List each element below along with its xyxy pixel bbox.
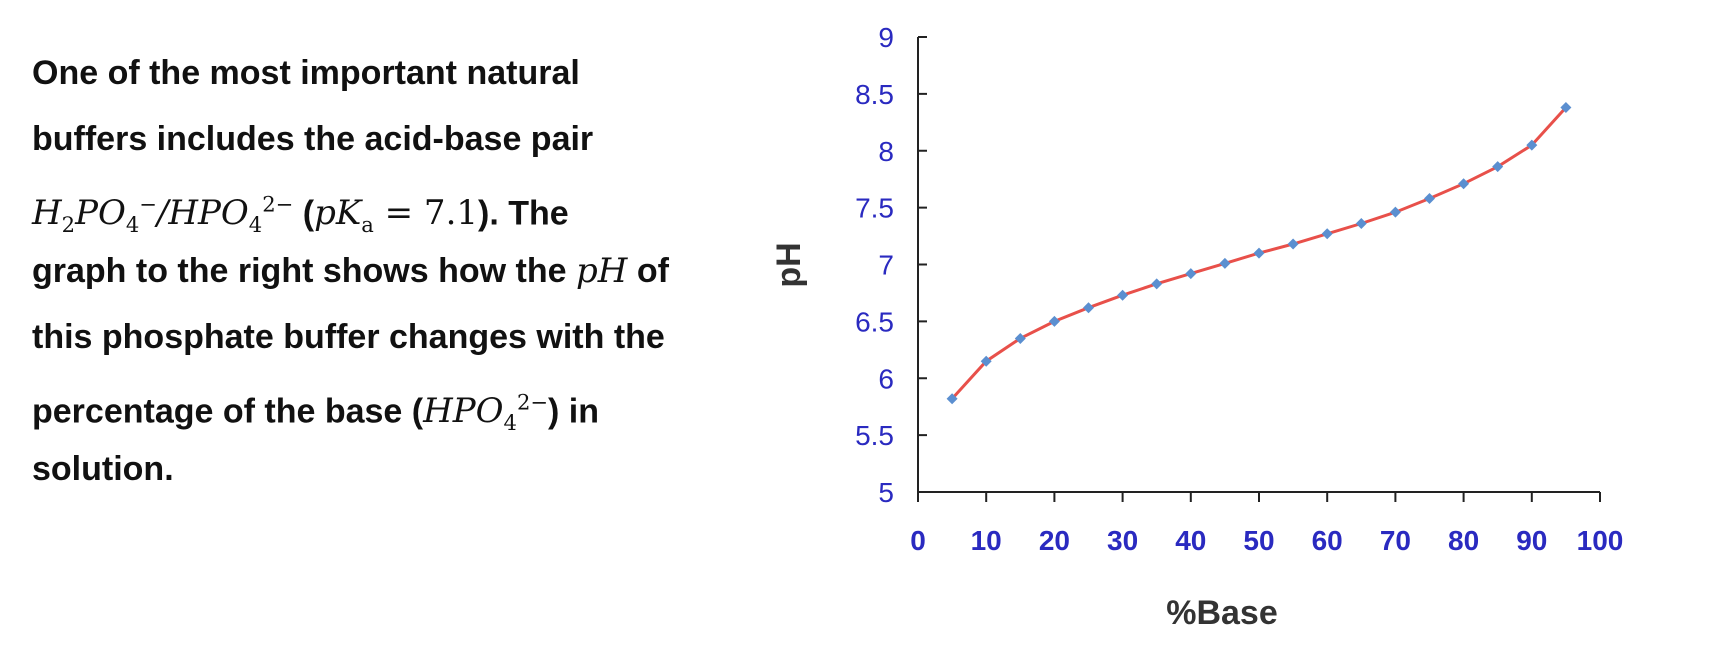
x-tick-label: 100 bbox=[1577, 525, 1624, 556]
description-line-5: this phosphate buffer changes with the bbox=[32, 318, 665, 356]
y-tick-label: 9 bbox=[878, 22, 894, 53]
x-tick-label: 10 bbox=[971, 525, 1002, 556]
x-tick-label: 0 bbox=[910, 525, 926, 556]
y-tick-label: 8 bbox=[878, 136, 894, 167]
x-tick-label: 80 bbox=[1448, 525, 1479, 556]
data-point-marker bbox=[1458, 178, 1470, 190]
y-axis-title: pH bbox=[770, 242, 808, 287]
data-point-marker bbox=[1492, 161, 1504, 173]
data-point-marker bbox=[1185, 268, 1197, 280]
description-line-6-after: ) in bbox=[548, 392, 599, 431]
y-tick-label: 7 bbox=[878, 250, 894, 281]
series-markers bbox=[946, 102, 1572, 405]
y-tick-labels: 5 5.5 6 6.5 7 7.5 8 8.5 9 bbox=[855, 22, 894, 508]
x-tick-labels: 0 10 20 30 40 50 60 70 80 90 100 bbox=[910, 525, 1623, 556]
x-axis-title: %Base bbox=[1166, 594, 1278, 632]
y-tick-label: 6 bbox=[878, 363, 894, 394]
data-point-marker bbox=[1083, 302, 1094, 314]
description-line-4: graph to the right shows how the pH of bbox=[32, 242, 732, 308]
x-tick-label: 20 bbox=[1039, 525, 1070, 556]
pka-formula: pKa = 7.1 bbox=[314, 193, 479, 238]
data-point-marker bbox=[1526, 139, 1538, 151]
data-point-marker bbox=[1048, 315, 1060, 327]
x-tick-label: 50 bbox=[1243, 525, 1274, 556]
data-point-marker bbox=[946, 393, 958, 405]
y-tick-label: 6.5 bbox=[855, 306, 894, 337]
y-tick-label: 7.5 bbox=[855, 193, 894, 224]
description-line-3-after: ). The bbox=[478, 194, 569, 233]
data-point-marker bbox=[1424, 193, 1435, 205]
description-line-6-before: percentage of the base ( bbox=[32, 392, 424, 431]
data-point-marker bbox=[1321, 228, 1333, 240]
data-point-marker bbox=[1151, 278, 1163, 290]
data-point-marker bbox=[1253, 247, 1265, 259]
x-tick-label: 30 bbox=[1107, 525, 1138, 556]
y-tick-label: 5.5 bbox=[855, 420, 894, 451]
description-line-4-after: of bbox=[627, 252, 669, 290]
y-tick-label: 5 bbox=[878, 477, 894, 508]
base-formula: HPO42− bbox=[423, 390, 549, 436]
data-point-marker bbox=[1014, 332, 1026, 344]
x-tick-label: 60 bbox=[1312, 525, 1343, 556]
acid-base-pair-formula: H2PO4−/HPO42− bbox=[32, 192, 294, 238]
data-point-marker bbox=[1389, 206, 1401, 218]
y-tick-label: 8.5 bbox=[855, 79, 894, 110]
description-line-6: percentage of the base (HPO42−) in bbox=[32, 374, 732, 440]
description-line-7: solution. bbox=[32, 450, 174, 488]
data-point-marker bbox=[1117, 289, 1129, 301]
description-line-2: buffers includes the acid-base pair bbox=[32, 120, 594, 158]
chart-axes bbox=[917, 36, 1601, 502]
x-tick-label: 40 bbox=[1175, 525, 1206, 556]
x-tick-label: 70 bbox=[1380, 525, 1411, 556]
description-line-1: One of the most important natural bbox=[32, 54, 580, 92]
data-point-marker bbox=[1287, 238, 1299, 250]
data-point-marker bbox=[980, 355, 992, 367]
data-point-marker bbox=[1560, 102, 1572, 114]
ph-formula: pH bbox=[575, 251, 628, 291]
x-tick-label: 90 bbox=[1516, 525, 1547, 556]
description-line-3: H2PO4−/HPO42− (pKa = 7.1). The bbox=[32, 192, 569, 238]
data-point-marker bbox=[1355, 218, 1367, 230]
description-line-4-before: graph to the right shows how the bbox=[32, 252, 576, 290]
data-point-marker bbox=[1219, 257, 1231, 269]
description-text: One of the most important natural buffer… bbox=[32, 44, 732, 506]
